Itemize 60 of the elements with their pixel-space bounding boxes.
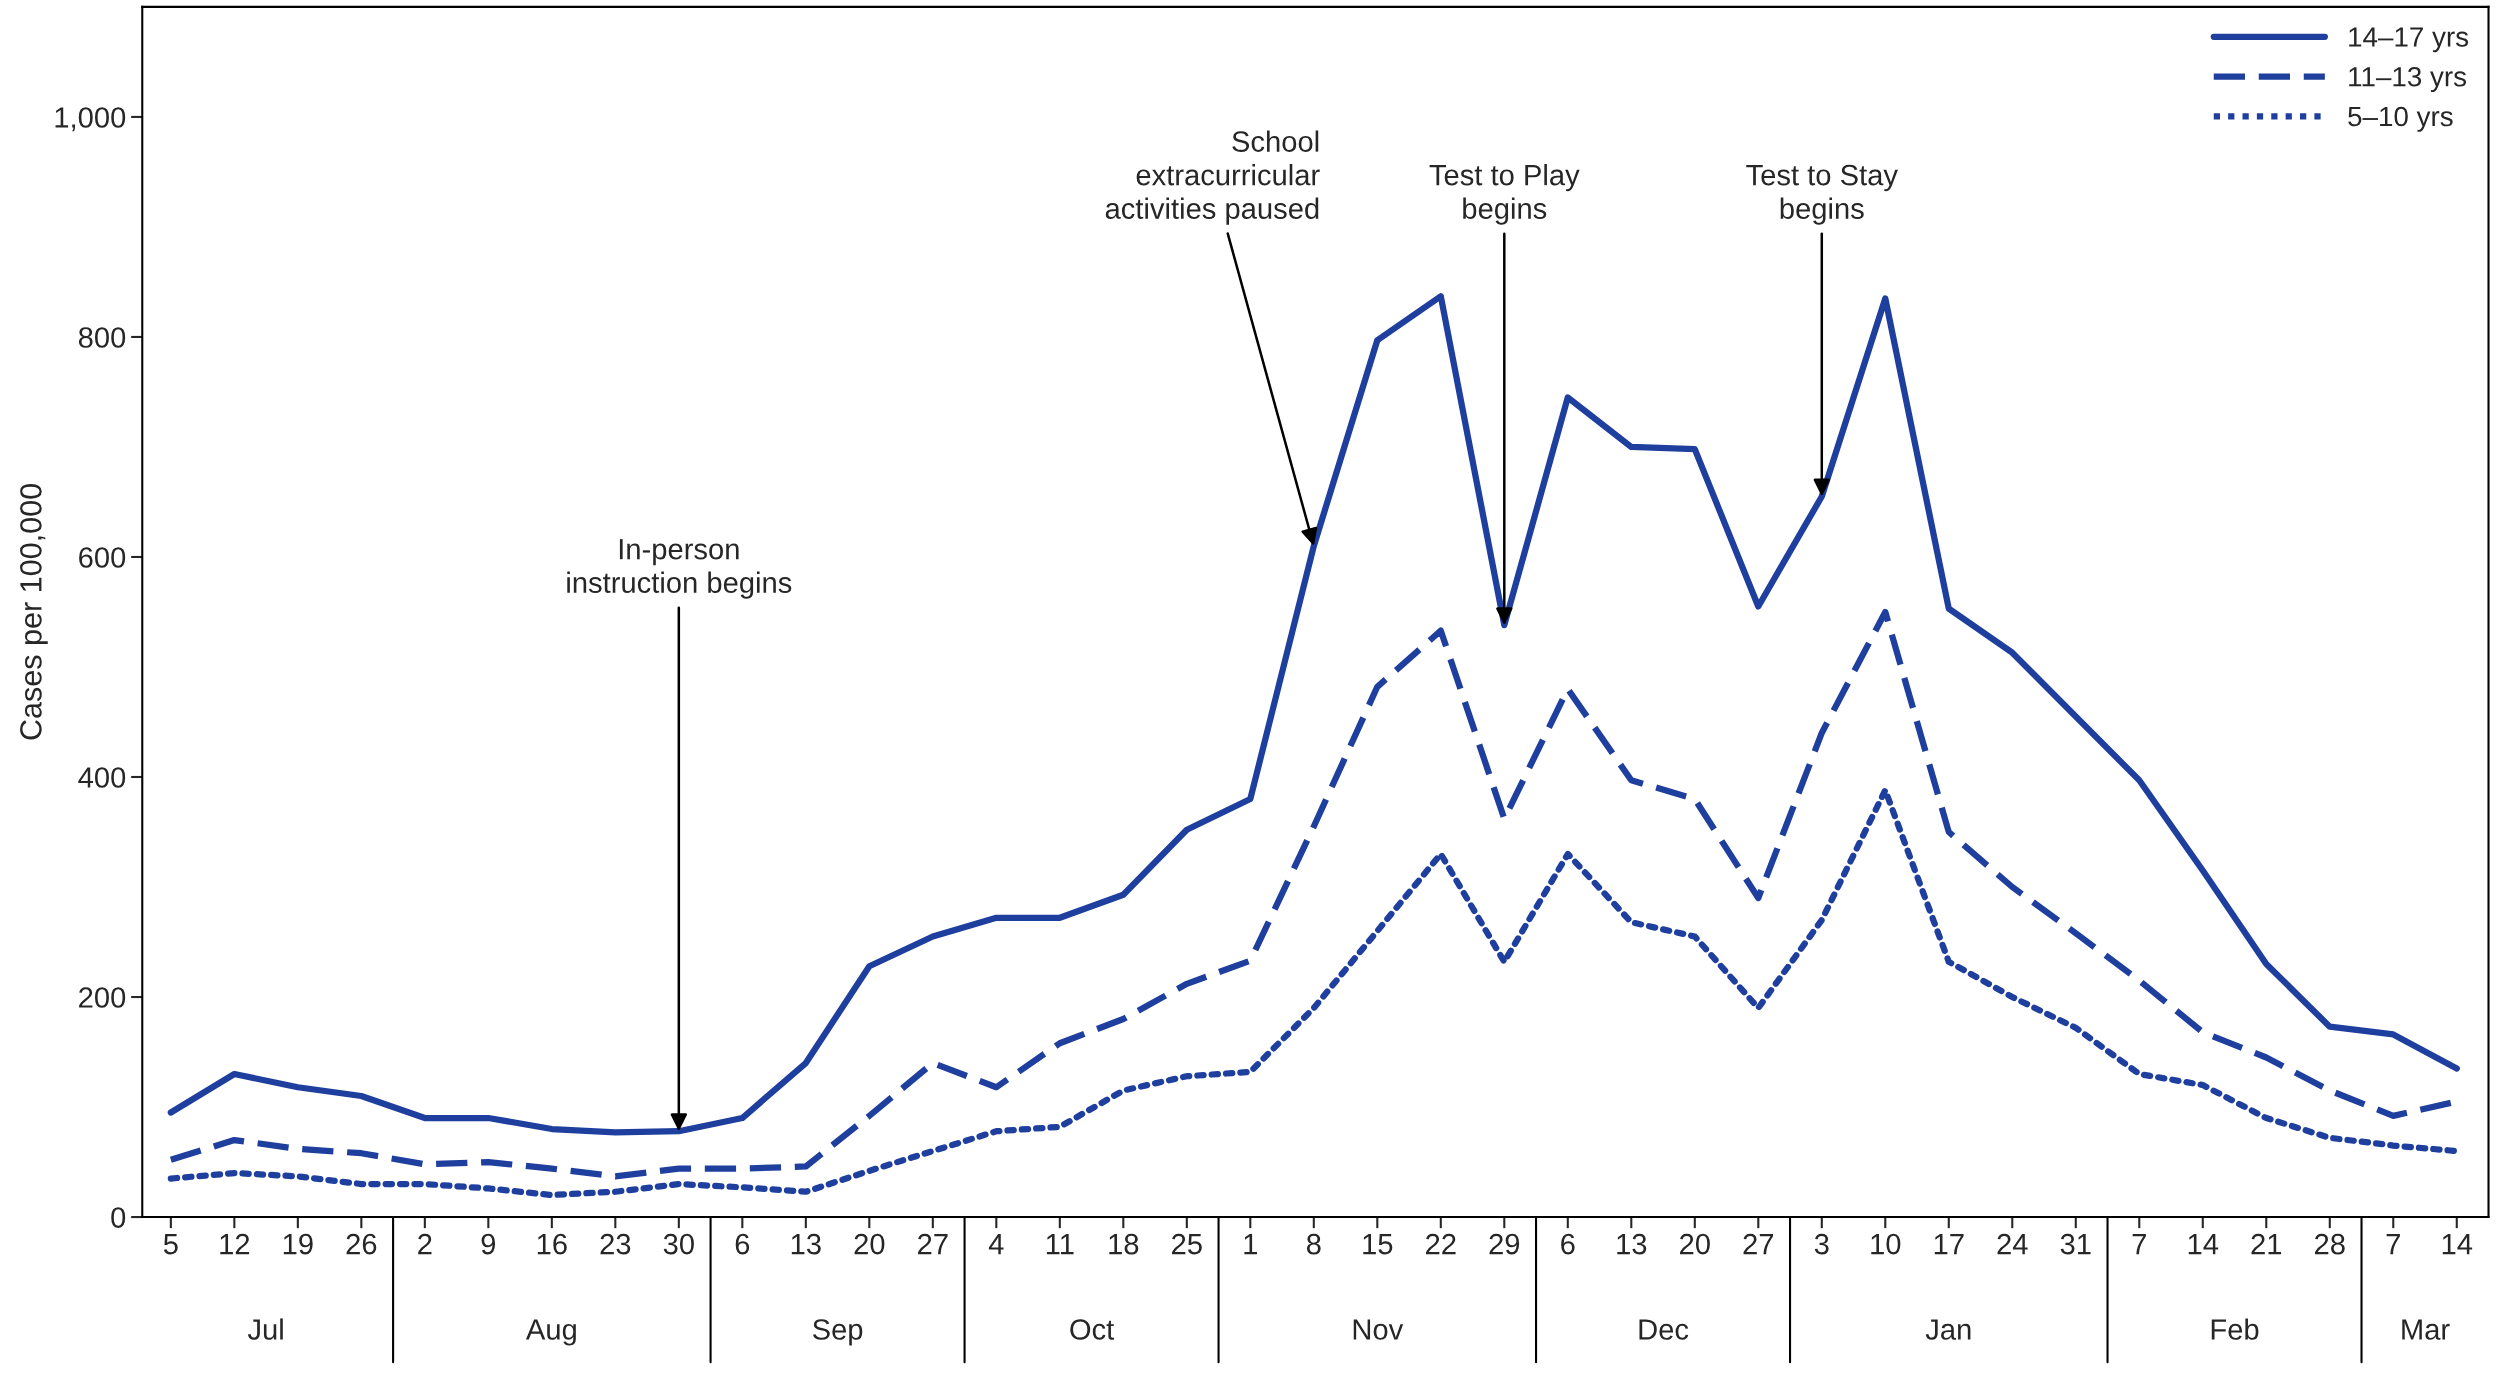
x-tick-label: 20 — [854, 1233, 885, 1255]
x-tick-label: 17 — [1934, 1234, 1964, 1255]
x-tick-label: 24 — [1997, 1233, 2028, 1255]
x-tick-label: 7 — [2132, 1234, 2146, 1255]
x-tick-label: 4 — [988, 1234, 1004, 1255]
x-tick-label: 7 — [2386, 1234, 2400, 1255]
text: Dec — [1639, 1319, 1689, 1340]
x-tick-label: 14 — [2188, 1234, 2219, 1255]
x-tick-label: 19 — [283, 1233, 313, 1255]
text: Aug — [525, 1319, 576, 1346]
x-tick-label: 5 — [163, 1234, 178, 1255]
y-tick-label: 0 — [111, 1207, 126, 1228]
y-tick-label: 400 — [78, 767, 126, 788]
x-tick-label: 3 — [1814, 1233, 1829, 1255]
text: Sep — [812, 1319, 863, 1346]
x-tick-label: 18 — [1109, 1233, 1139, 1255]
x-tick-label: 6 — [1561, 1233, 1575, 1255]
legend-label: 5–10 yrs — [2348, 106, 2453, 132]
y-tick-label: 200 — [79, 987, 126, 1008]
y-tick-label: 600 — [79, 547, 126, 568]
annotation: School extracurricular activities paused — [1105, 130, 1320, 225]
x-tick-label: 28 — [2315, 1233, 2345, 1255]
text: Oct — [1070, 1319, 1115, 1340]
x-tick-label: 25 — [1172, 1233, 1202, 1255]
x-tick-label: 8 — [1306, 1233, 1321, 1255]
x-tick-label: 9 — [481, 1233, 496, 1255]
x-tick-label: 13 — [1617, 1233, 1647, 1255]
x-tick-label: 1 — [1244, 1234, 1257, 1255]
x-tick-label: 27 — [918, 1233, 948, 1255]
text: Feb — [2211, 1318, 2259, 1340]
x-tick-label: 30 — [663, 1233, 694, 1255]
text: Jul — [247, 1318, 283, 1340]
text: Nov — [1353, 1319, 1404, 1340]
legend-label: 11–13 yrs — [2349, 66, 2467, 93]
x-tick-label: 27 — [1743, 1233, 1774, 1255]
x-tick-label: 22 — [1426, 1233, 1456, 1255]
legend-label: 14–17 yrs — [2349, 27, 2469, 53]
x-tick-label: 21 — [2251, 1233, 2282, 1255]
x-tick-label: 2 — [418, 1233, 432, 1255]
x-tick-label: 20 — [1680, 1233, 1710, 1255]
annotation: In-person instruction begins — [567, 539, 792, 599]
x-tick-label: 16 — [537, 1233, 567, 1255]
x-tick-label: 15 — [1363, 1234, 1393, 1255]
x-tick-label: 29 — [1489, 1233, 1520, 1255]
y-tick-label: 800 — [78, 327, 126, 348]
x-tick-label: 13 — [791, 1233, 821, 1255]
x-tick-label: 23 — [600, 1233, 631, 1255]
text: Jan — [1925, 1319, 1971, 1340]
x-tick-label: 6 — [735, 1233, 750, 1255]
x-tick-label: 11 — [1046, 1234, 1074, 1255]
text: Mar — [2402, 1319, 2450, 1340]
x-tick-label: 12 — [220, 1233, 250, 1255]
x-tick-label: 14 — [2442, 1234, 2473, 1255]
x-tick-label: 31 — [2060, 1233, 2091, 1255]
annotation: Test to Play begins — [1429, 164, 1580, 225]
y-tick-label: 1,000 — [55, 107, 126, 132]
annotation: Test to Stay begins — [1746, 164, 1898, 225]
y-axis-title: Cases per 100,000 — [20, 484, 48, 740]
x-tick-label: 10 — [1871, 1233, 1901, 1255]
x-tick-label: 26 — [346, 1233, 377, 1255]
